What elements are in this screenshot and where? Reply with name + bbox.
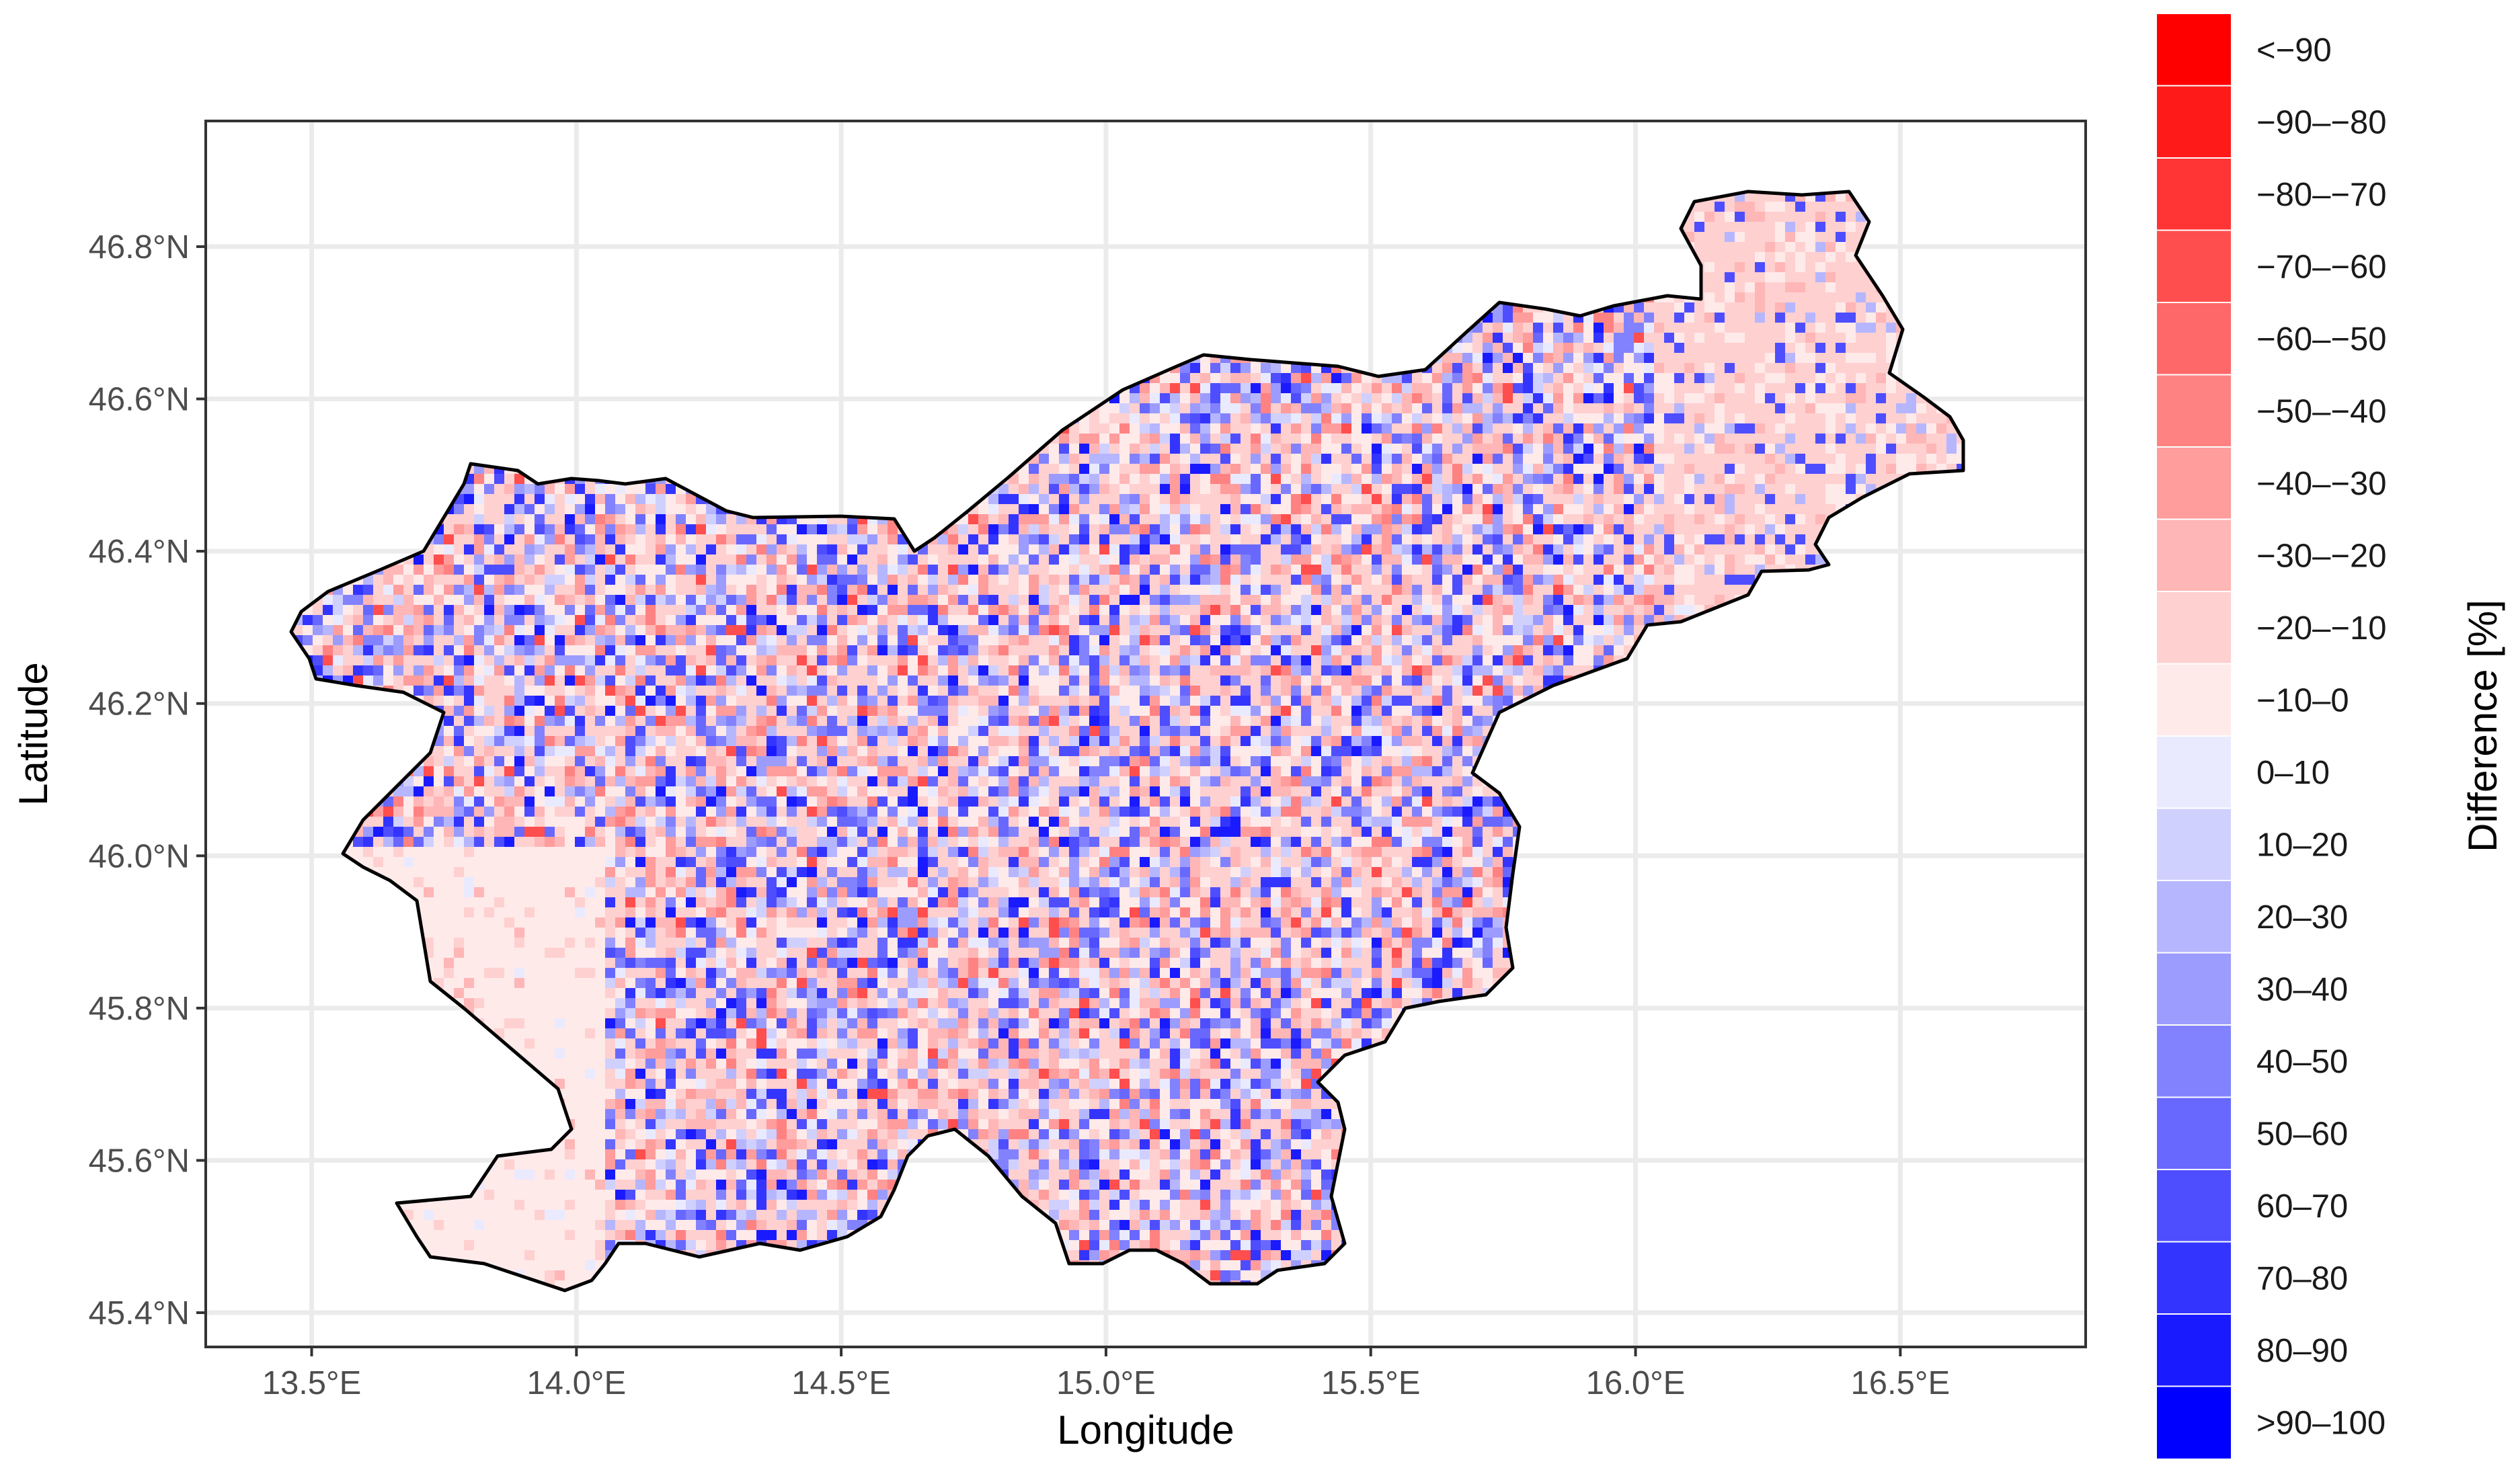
legend-label: 0–10 [2256, 755, 2330, 791]
legend-label: 50–60 [2256, 1116, 2348, 1152]
legend-label: −20–−10 [2256, 610, 2387, 647]
x-axis-title: Longitude [1057, 1407, 1234, 1452]
legend-swatch [2157, 158, 2231, 231]
legend-label: −80–−70 [2256, 177, 2387, 213]
legend-label: −60–−50 [2256, 321, 2387, 358]
legend-label: 20–30 [2256, 899, 2348, 936]
legend-swatch [2157, 1025, 2231, 1098]
y-tick-label: 46.6°N [89, 382, 190, 418]
slovenia-border [289, 190, 1965, 1293]
legend-label: −90–−80 [2256, 104, 2387, 140]
y-tick-label: 46.4°N [89, 534, 190, 570]
y-axis: 45.4°N 45.6°N 45.8°N 46.0°N 46.2°N 46.4°N 46.6… [89, 229, 206, 1331]
x-tick-label: 14.0°E [526, 1365, 626, 1401]
x-tick-label: 15.5°E [1321, 1365, 1421, 1401]
x-axis: 13.5°E 14.0°E 14.5°E 15.0°E 15.5°E 16.0°E 16.5… [262, 1347, 1950, 1401]
legend-swatch [2157, 13, 2231, 86]
legend: <−90 −90–−80 −80–−70 −70–−60 −60–−50 −50–−40 −… [2157, 13, 2387, 1459]
legend-swatch [2157, 1170, 2231, 1242]
legend-swatch [2157, 1314, 2231, 1387]
legend-label: −10–0 [2256, 682, 2349, 719]
legend-swatch [2157, 736, 2231, 809]
legend-label: −40–−30 [2256, 466, 2387, 502]
x-tick-label: 15.0°E [1056, 1365, 1156, 1401]
legend-label: −70–−60 [2256, 249, 2387, 285]
legend-label: <−90 [2256, 32, 2332, 69]
legend-swatch [2157, 952, 2231, 1025]
panel-border [204, 120, 2087, 1348]
y-tick-label: 46.8°N [89, 229, 190, 265]
legend-swatch [2157, 591, 2231, 664]
x-tick-label: 13.5°E [262, 1365, 362, 1401]
legend-label: 30–40 [2256, 971, 2348, 1008]
legend-label: >90–100 [2256, 1405, 2386, 1441]
x-tick-label: 14.5°E [791, 1365, 891, 1401]
legend-label: 70–80 [2256, 1260, 2348, 1297]
legend-swatch [2157, 519, 2231, 591]
legend-swatch [2157, 447, 2231, 520]
legend-label: 10–20 [2256, 827, 2348, 863]
legend-swatch [2157, 374, 2231, 447]
y-tick-label: 46.2°N [89, 686, 190, 723]
legend-swatch [2157, 1097, 2231, 1170]
y-axis-title: Latitude [11, 662, 56, 806]
legend-swatch [2157, 85, 2231, 158]
legend-label: 40–50 [2256, 1044, 2348, 1080]
y-tick-label: 45.8°N [89, 991, 190, 1027]
legend-label: 80–90 [2256, 1333, 2348, 1369]
legend-swatch [2157, 808, 2231, 880]
y-tick-label: 46.0°N [89, 838, 190, 874]
y-tick-label: 45.4°N [89, 1295, 190, 1331]
legend-label: −30–−20 [2256, 538, 2387, 574]
legend-swatch [2157, 302, 2231, 375]
map-panel [204, 120, 2087, 1348]
legend-label: −50–−40 [2256, 393, 2387, 429]
legend-swatch [2157, 880, 2231, 953]
legend-swatch [2157, 230, 2231, 302]
x-tick-label: 16.5°E [1851, 1365, 1951, 1401]
y-tick-label: 45.6°N [89, 1143, 190, 1179]
x-tick-label: 16.0°E [1586, 1365, 1686, 1401]
legend-swatch [2157, 663, 2231, 736]
legend-swatch [2157, 1386, 2231, 1459]
legend-swatch [2157, 1241, 2231, 1314]
legend-title: Difference [%] [2460, 600, 2505, 852]
legend-label: 60–70 [2256, 1188, 2348, 1225]
